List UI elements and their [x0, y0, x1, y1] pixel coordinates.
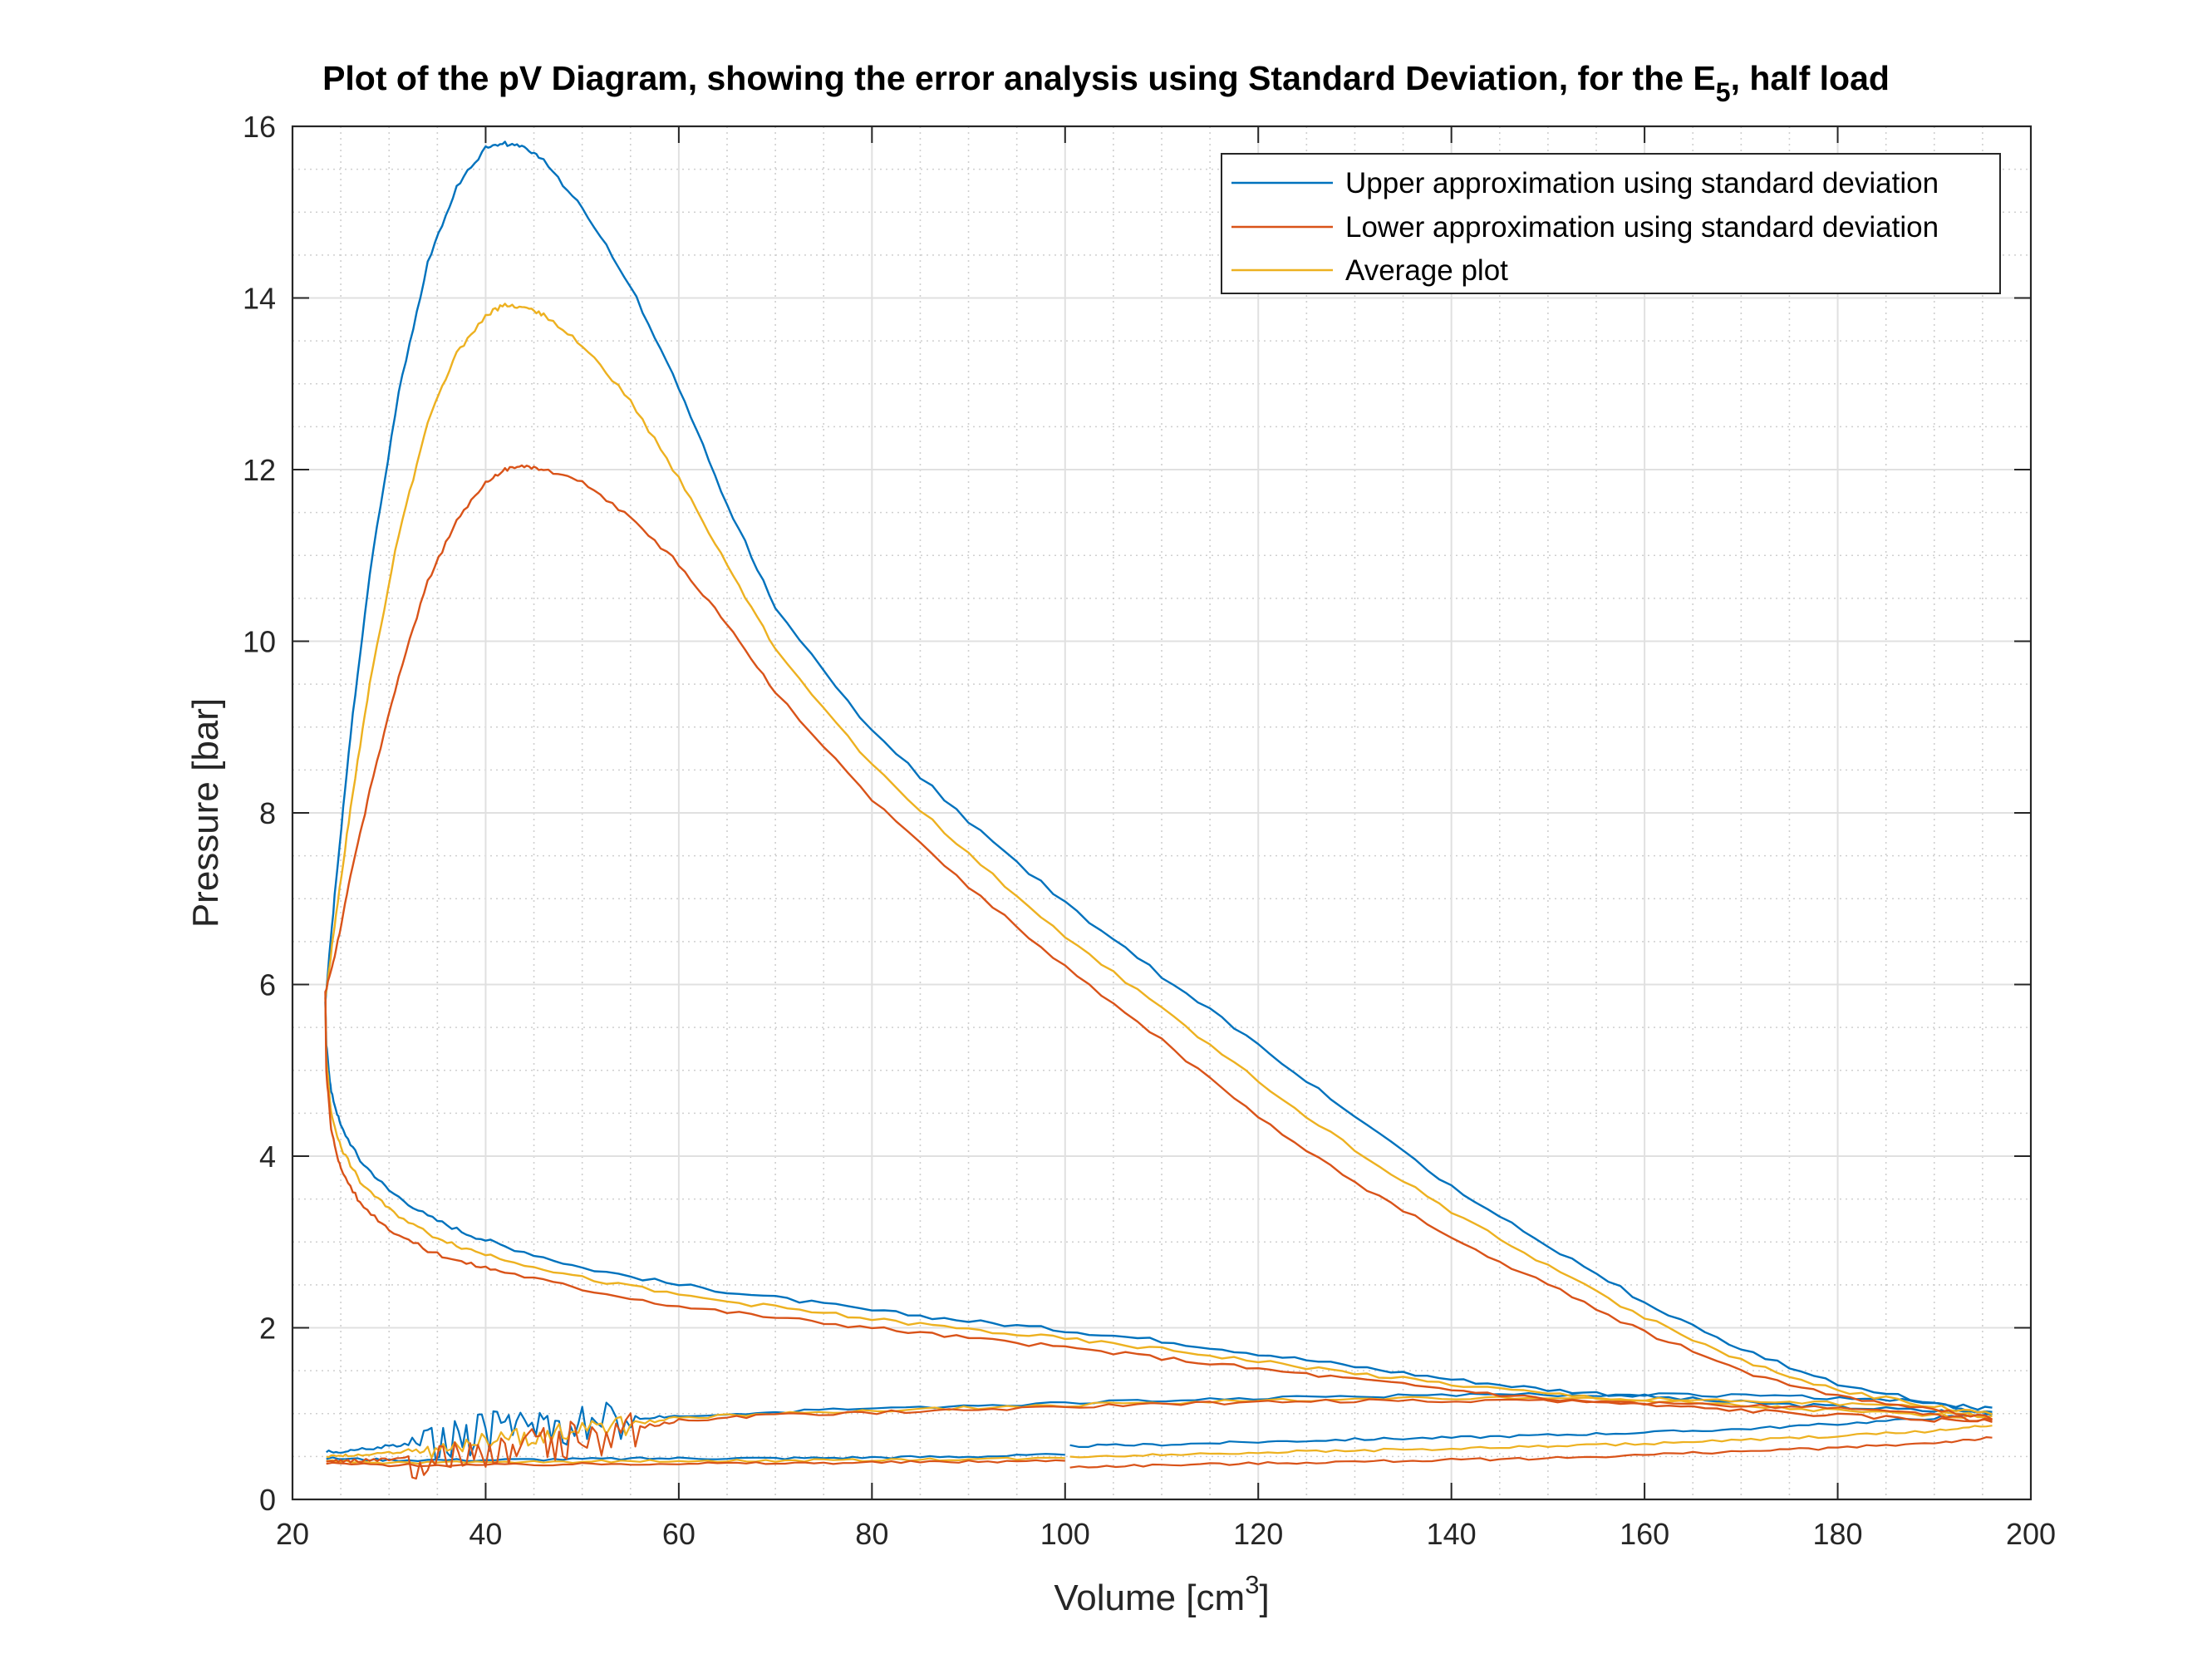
x-tick-label: 80 [855, 1517, 888, 1551]
series-average [324, 303, 1993, 1465]
series-average-exhaust-curve-a [326, 1456, 1065, 1465]
y-axis-label: Pressure [bar] [185, 698, 226, 928]
chart-title-suffix: , half load [1731, 59, 1890, 97]
series-lower [324, 464, 1993, 1480]
y-tick-label: 0 [259, 1483, 276, 1517]
x-tick-label: 200 [2006, 1517, 2056, 1551]
x-tick-label: 20 [276, 1517, 309, 1551]
x-tick-label: 140 [1427, 1517, 1477, 1551]
x-axis-label-superscript: 3 [1245, 1570, 1259, 1599]
series-upper-exhaust-curve-b [1069, 1412, 1993, 1448]
y-tick-label: 8 [259, 796, 276, 830]
legend: Upper approximation using standard devia… [1221, 153, 2001, 294]
y-tick-label: 16 [243, 110, 276, 144]
series-average-intake-curve [326, 1396, 1993, 1460]
x-axis-label-suffix: ] [1259, 1578, 1269, 1618]
x-tick-labels: 20 40 60 80 100 120 140 160 180 200 [276, 1517, 2056, 1551]
chart-title-main: Plot of the pV Diagram, showing the erro… [322, 59, 1716, 97]
y-tick-label: 2 [259, 1312, 276, 1346]
series-upper-main-curve [324, 140, 1993, 1415]
series-lower-intake-curve [326, 1398, 1993, 1480]
chart-title: Plot of the pV Diagram, showing the erro… [322, 59, 1890, 107]
x-tick-label: 40 [469, 1517, 502, 1551]
series-lower-main-curve [324, 464, 1993, 1423]
y-tick-labels: 0 2 4 6 8 10 12 14 16 [243, 110, 276, 1517]
x-axis-label-main: Volume [cm [1054, 1578, 1245, 1618]
tick-marks [292, 126, 2032, 1500]
legend-label-average: Average plot [1345, 254, 1508, 287]
series-average-main-curve [324, 303, 1993, 1419]
x-tick-label: 180 [1813, 1517, 1863, 1551]
series-lower-exhaust-curve-a [326, 1459, 1065, 1468]
x-tick-label: 120 [1233, 1517, 1283, 1551]
y-tick-label: 12 [243, 453, 276, 487]
legend-box [1221, 153, 2001, 294]
legend-label-upper: Upper approximation using standard devia… [1345, 167, 1939, 199]
series-average-exhaust-curve-b [1069, 1425, 1993, 1459]
chart-title-subscript: 5 [1716, 77, 1731, 107]
series-layer [324, 140, 1993, 1480]
x-tick-label: 100 [1040, 1517, 1090, 1551]
series-lower-exhaust-curve-b [1069, 1435, 1993, 1469]
y-tick-label: 10 [243, 625, 276, 659]
y-tick-label: 6 [259, 968, 276, 1002]
major-grid [292, 126, 2031, 1499]
x-tick-label: 160 [1620, 1517, 1669, 1551]
legend-label-lower: Lower approximation using standard devia… [1345, 211, 1939, 244]
series-upper-exhaust-curve-a [326, 1453, 1065, 1463]
x-axis-label: Volume [cm3] [1054, 1570, 1269, 1618]
x-tick-label: 60 [662, 1517, 696, 1551]
y-tick-label: 4 [259, 1140, 276, 1174]
y-tick-label: 14 [243, 282, 276, 316]
